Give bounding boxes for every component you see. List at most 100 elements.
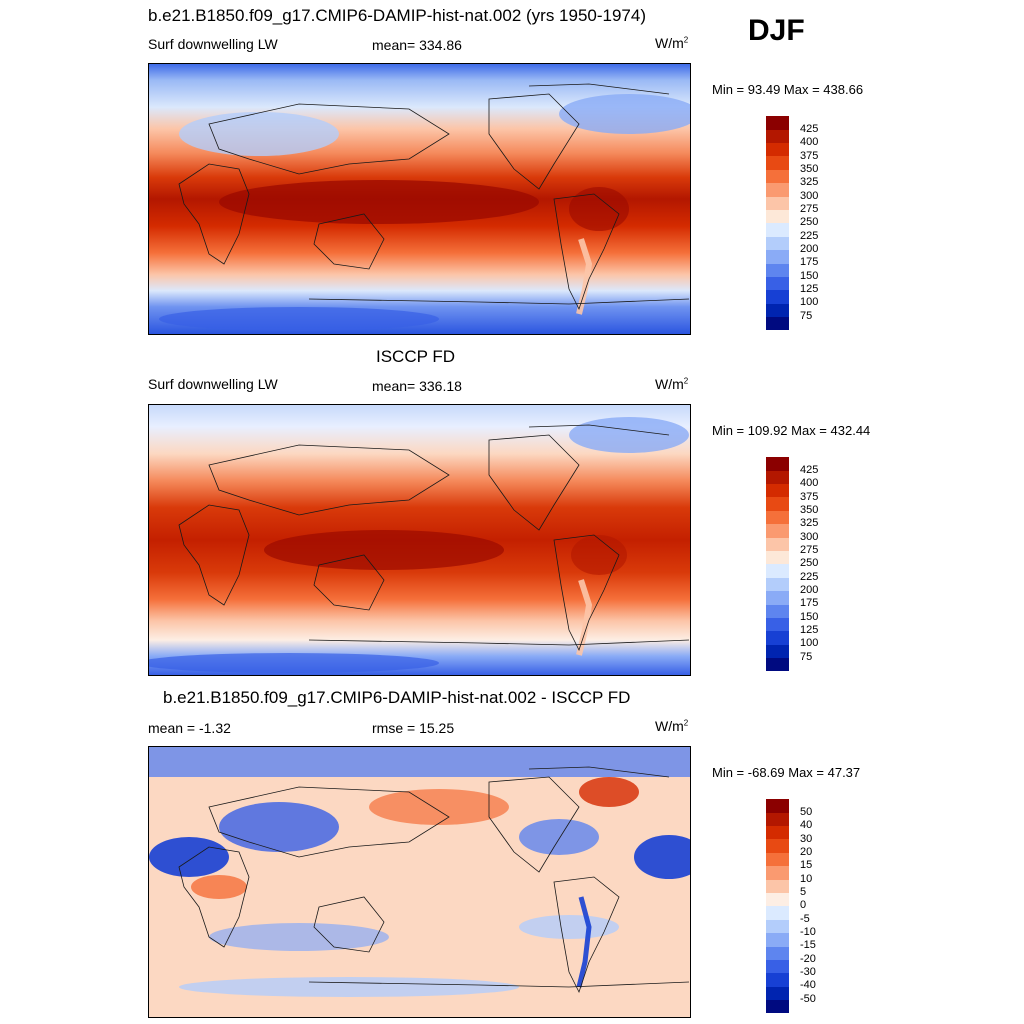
- panel1-variable: Surf downwelling LW: [148, 36, 278, 52]
- panel2-colorbar-label: 250: [800, 557, 819, 569]
- panel3-colorbar-label: 40: [800, 819, 813, 831]
- panel2-colorbar-box-1: [766, 471, 789, 484]
- panel2-colorbar-box-4: [766, 511, 789, 524]
- panel2-colorbar-label: 300: [800, 531, 819, 543]
- panel3-colorbar-box-7: [766, 893, 789, 906]
- panel3-map-svg: [149, 747, 690, 1017]
- panel1-colorbar-box-0: [766, 116, 789, 130]
- panel1-colorbar-box-13: [766, 290, 789, 304]
- panel3-colorbar-box-6: [766, 880, 789, 893]
- panel1-mean: mean= 334.86: [372, 37, 462, 53]
- panel3-colorbar-label: -40: [800, 979, 816, 991]
- panel3-units: W/m2: [655, 718, 689, 734]
- panel1-colorbar-label: 250: [800, 216, 819, 228]
- panel2-mean: mean= 336.18: [372, 378, 462, 394]
- panel2-colorbar-label: 125: [800, 624, 819, 636]
- panel2-colorbar-label: 325: [800, 517, 819, 529]
- panel1-colorbar-label: 225: [800, 230, 819, 242]
- panel2-colorbar-box-13: [766, 631, 789, 645]
- panel2-title: ISCCP FD: [376, 347, 456, 366]
- panel2-colorbar-label: 150: [800, 611, 819, 623]
- panel1-colorbar-box-14: [766, 304, 789, 317]
- panel3-colorbar-label: 5: [800, 886, 807, 898]
- panel3-colorbar-box-3: [766, 839, 789, 853]
- panel2-colorbar-box-14: [766, 645, 789, 658]
- panel2-colorbar-label: 350: [800, 504, 819, 516]
- panel3-colorbar-label: 10: [800, 873, 813, 885]
- panel3-colorbar-box-12: [766, 960, 789, 973]
- panel1-colorbar-label: 100: [800, 296, 819, 308]
- panel3-colorbar-box-1: [766, 813, 789, 826]
- panel1-colorbar-box-7: [766, 210, 789, 223]
- panel3-colorbar-label: -10: [800, 926, 816, 938]
- panel3-colorbar-box-0: [766, 799, 789, 813]
- panel3-title: b.e21.B1850.f09_g17.CMIP6-DAMIP-hist-nat…: [163, 688, 631, 707]
- panel3-colorbar-box-9: [766, 920, 789, 933]
- panel3-colorbar-label: -30: [800, 966, 816, 978]
- panel1-colorbar-box-15: [766, 317, 789, 330]
- season-label: DJF: [748, 14, 805, 47]
- panel1-colorbar-box-5: [766, 183, 789, 197]
- panel3-minmax: Min = -68.69 Max = 47.37: [712, 765, 861, 780]
- panel3-rmse: rmse = 15.25: [372, 720, 455, 736]
- panel3-colorbar-label: 30: [800, 833, 813, 845]
- panel2-map-svg: [149, 405, 690, 675]
- panel3-colorbar-label: 0: [800, 899, 807, 911]
- panel2-colorbar-box-2: [766, 484, 789, 497]
- panel1-colorbar-label: 400: [800, 136, 819, 148]
- panel1-title: b.e21.B1850.f09_g17.CMIP6-DAMIP-hist-nat…: [148, 6, 646, 25]
- panel1-colorbar-box-6: [766, 197, 789, 210]
- panel1-colorbar-label: 125: [800, 283, 819, 295]
- panel3-colorbar-label: -15: [800, 939, 816, 951]
- panel3-colorbar-box-8: [766, 906, 789, 920]
- panel2-colorbar-box-15: [766, 658, 789, 671]
- panel1-colorbar-label: 425: [800, 123, 819, 135]
- panel3-mean: mean = -1.32: [148, 720, 231, 736]
- panel2-map: [148, 404, 691, 676]
- panel1-units: W/m2: [655, 35, 689, 51]
- panel1-colorbar-box-12: [766, 277, 789, 290]
- panel2-minmax: Min = 109.92 Max = 432.44: [712, 423, 871, 438]
- panel2-colorbar-label: 425: [800, 464, 819, 476]
- panel1-colorbar-label: 175: [800, 256, 819, 268]
- panel3-colorbar-box-15: [766, 1000, 789, 1013]
- panel2-colorbar-box-9: [766, 578, 789, 591]
- panel2-colorbar-box-6: [766, 538, 789, 551]
- panel1-map: [148, 63, 691, 335]
- panel2-colorbar-box-12: [766, 618, 789, 631]
- panel1-colorbar-box-2: [766, 143, 789, 156]
- panel1-map-svg: [149, 64, 690, 334]
- panel2-colorbar-label: 400: [800, 477, 819, 489]
- panel3-colorbar-box-4: [766, 853, 789, 866]
- panel2-colorbar-box-5: [766, 524, 789, 538]
- panel3-colorbar-box-2: [766, 826, 789, 839]
- panel3-colorbar-label: 50: [800, 806, 813, 818]
- panel2-colorbar-label: 100: [800, 637, 819, 649]
- panel2-variable: Surf downwelling LW: [148, 376, 278, 392]
- panel1-colorbar-label: 150: [800, 270, 819, 282]
- panel3-colorbar-box-13: [766, 973, 789, 987]
- panel1-colorbar-box-8: [766, 223, 789, 237]
- panel3-colorbar-label: -20: [800, 953, 816, 965]
- panel2-colorbar-label: 175: [800, 597, 819, 609]
- panel1-minmax: Min = 93.49 Max = 438.66: [712, 82, 864, 97]
- panel1-colorbar-box-9: [766, 237, 789, 250]
- panel1-colorbar-label: 275: [800, 203, 819, 215]
- panel2-colorbar-box-11: [766, 605, 789, 618]
- panel3-map: [148, 746, 691, 1018]
- panel1-colorbar-label: 350: [800, 163, 819, 175]
- panel3-colorbar-label: 20: [800, 846, 813, 858]
- panel1-colorbar-label: 75: [800, 310, 813, 322]
- panel1-colorbar-label: 300: [800, 190, 819, 202]
- panel2-units: W/m2: [655, 376, 689, 392]
- panel2-colorbar-label: 75: [800, 651, 813, 663]
- panel2-colorbar-label: 225: [800, 571, 819, 583]
- panel3-colorbar-label: -5: [800, 913, 810, 925]
- panel3-colorbar-box-11: [766, 947, 789, 960]
- panel3-colorbar-label: 15: [800, 859, 813, 871]
- panel2-colorbar-box-8: [766, 564, 789, 578]
- panel2-colorbar-label: 375: [800, 491, 819, 503]
- panel2-colorbar-box-0: [766, 457, 789, 471]
- panel1-colorbar-label: 200: [800, 243, 819, 255]
- panel1-colorbar-box-11: [766, 264, 789, 277]
